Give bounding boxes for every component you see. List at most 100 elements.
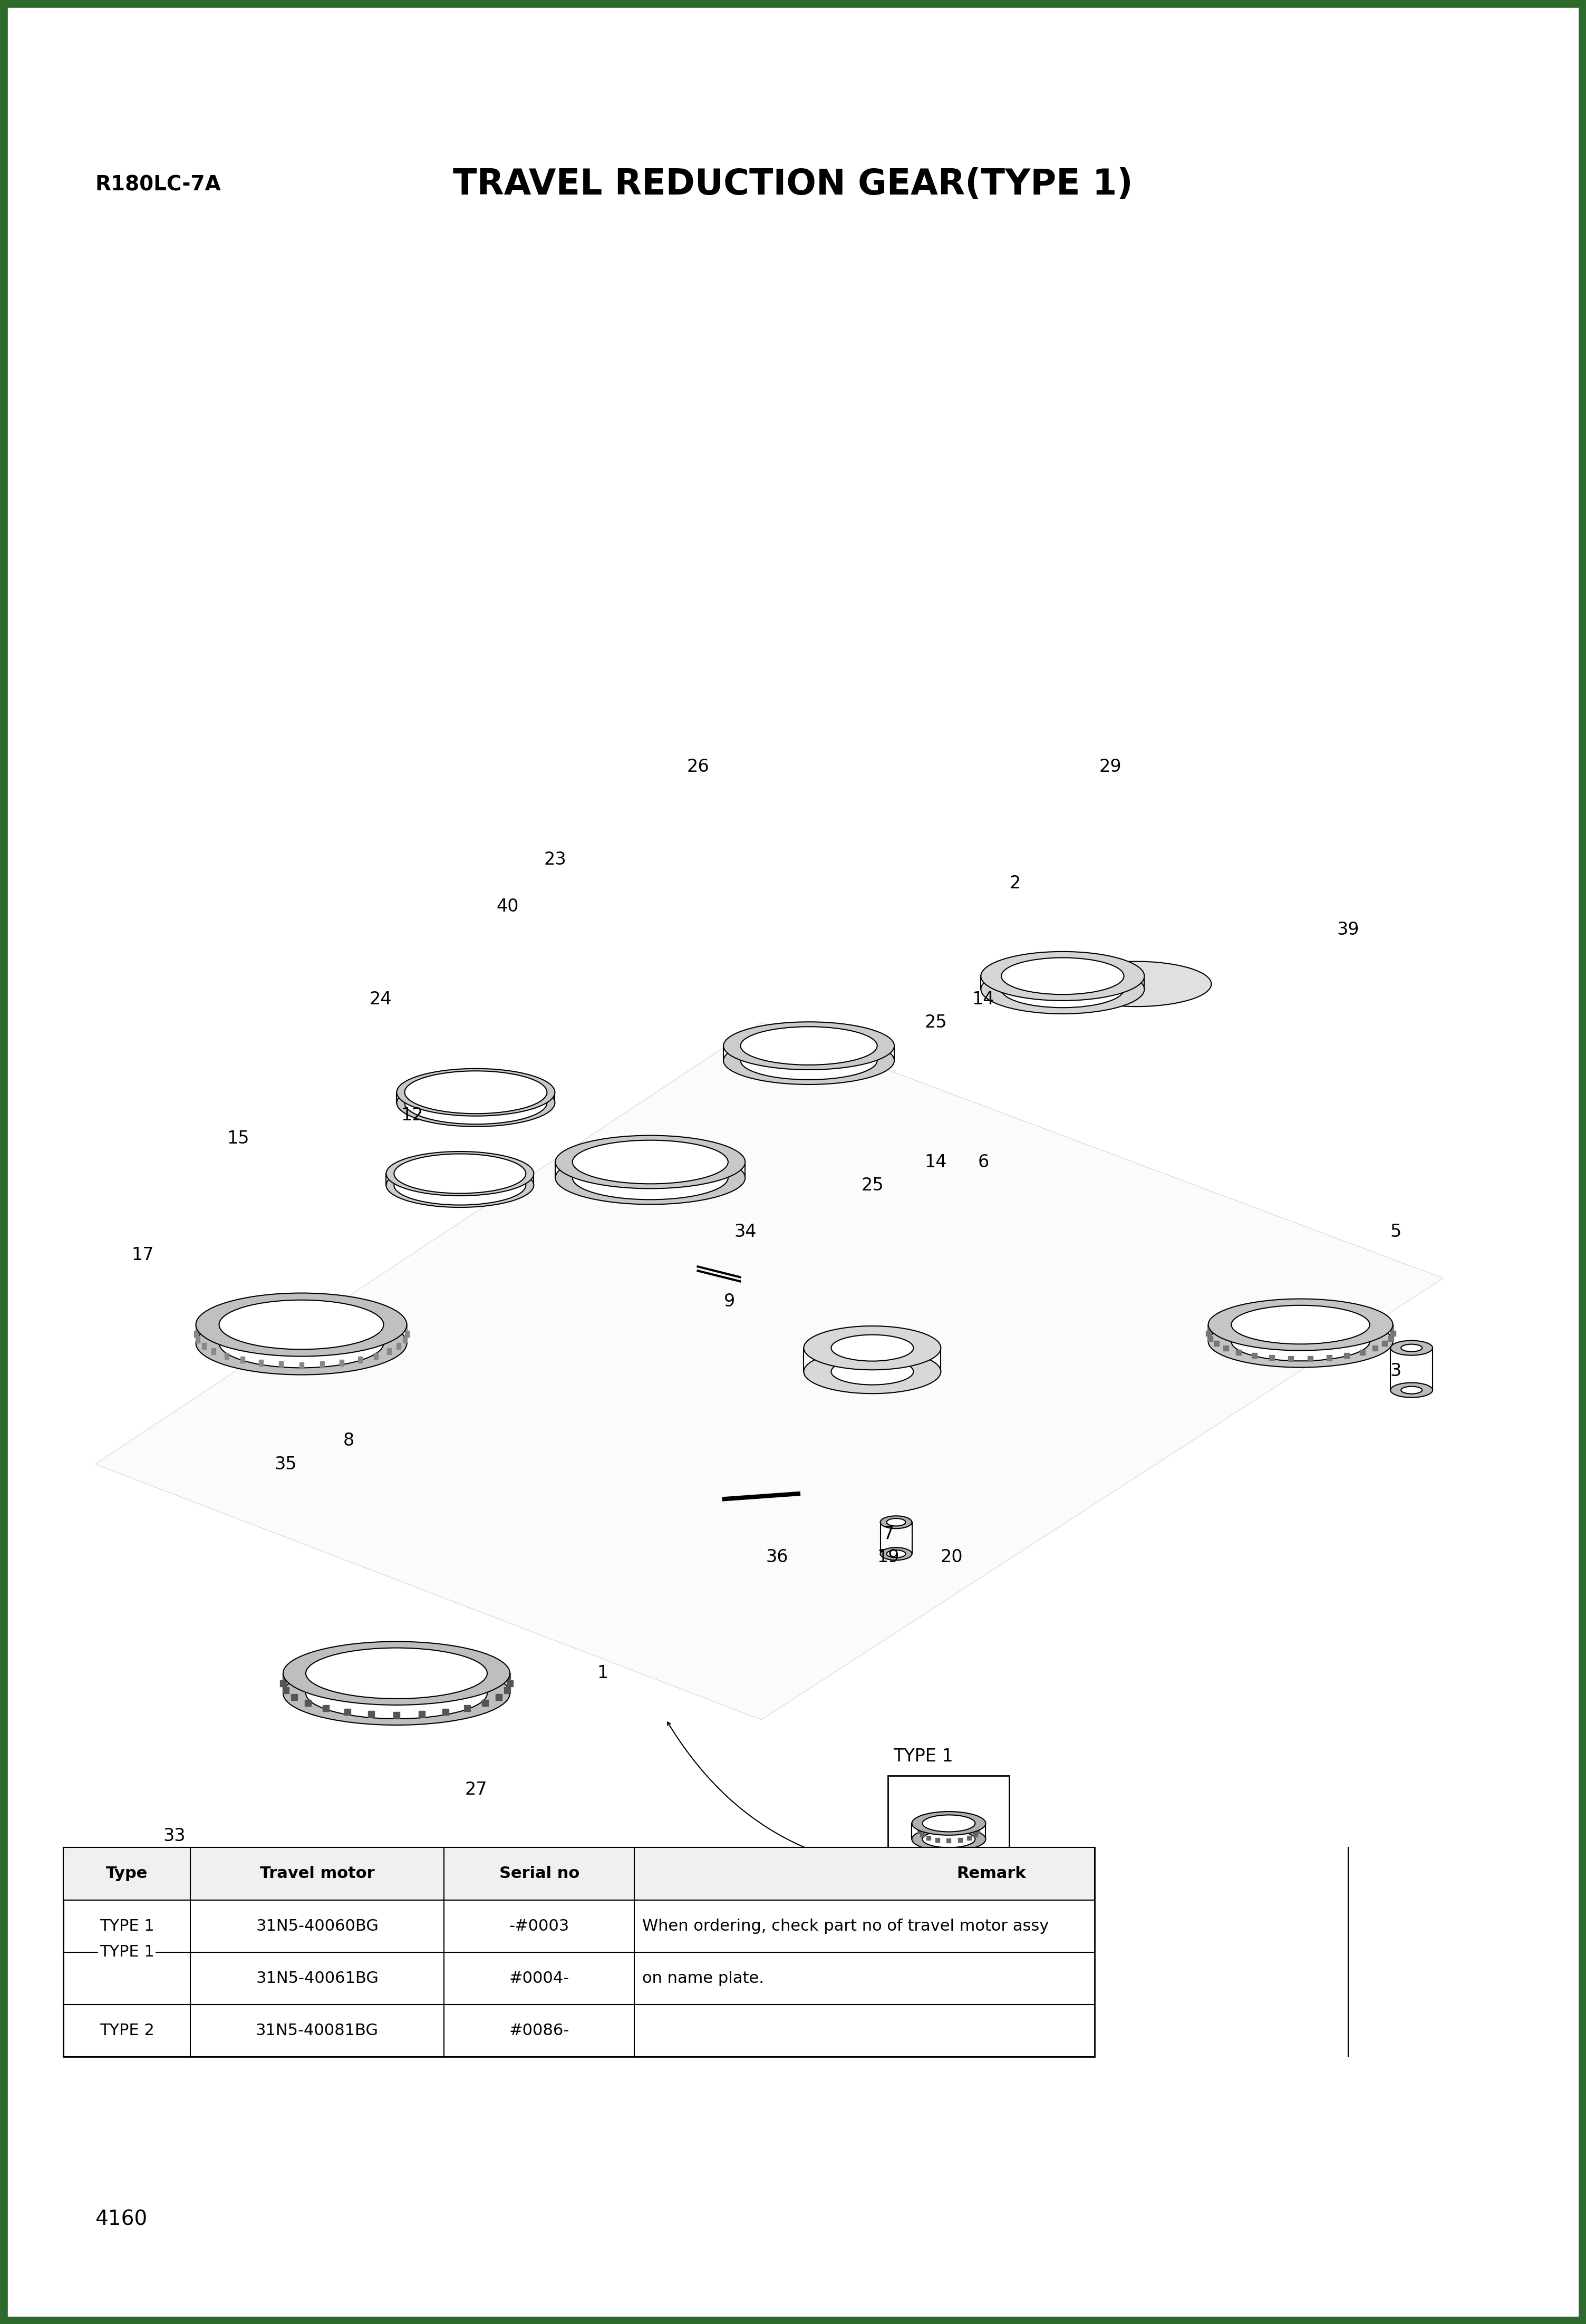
Bar	[213, 1943, 217, 1948]
Bar	[958, 1838, 963, 1843]
Ellipse shape	[573, 1155, 728, 1199]
Bar	[1391, 1329, 1396, 1336]
Bar	[1223, 1315, 1229, 1320]
Bar	[967, 1836, 971, 1841]
Bar	[251, 1920, 257, 1924]
Text: TYPE 2: TYPE 2	[100, 2022, 154, 2038]
Bar	[1343, 1308, 1350, 1313]
Bar	[419, 1650, 425, 1655]
Bar	[504, 1673, 511, 1680]
Ellipse shape	[923, 1815, 975, 1831]
Ellipse shape	[880, 1515, 912, 1529]
Bar	[201, 1318, 206, 1325]
Bar	[195, 1336, 200, 1343]
Ellipse shape	[284, 1662, 509, 1724]
Ellipse shape	[385, 1162, 534, 1208]
Ellipse shape	[887, 1518, 906, 1527]
Bar	[1223, 1346, 1229, 1350]
Bar	[63, 1848, 1094, 2057]
Bar	[504, 1687, 511, 1694]
Ellipse shape	[923, 1831, 975, 1848]
Bar	[947, 1820, 952, 1824]
Bar	[203, 1934, 209, 1938]
Text: -#0003: -#0003	[509, 1917, 569, 1934]
Bar	[374, 1353, 377, 1360]
Text: Serial no: Serial no	[500, 1866, 579, 1882]
Bar	[297, 1938, 301, 1943]
Text: 26: 26	[687, 758, 709, 776]
Text: 17: 17	[132, 1246, 154, 1264]
Bar	[936, 1838, 940, 1843]
Ellipse shape	[1391, 1341, 1432, 1355]
Ellipse shape	[912, 1827, 986, 1850]
Text: 7: 7	[882, 1525, 895, 1543]
Bar	[920, 1834, 925, 1836]
Ellipse shape	[1209, 1299, 1393, 1350]
Text: Travel motor: Travel motor	[260, 1866, 374, 1882]
Text: R180LC-7A: R180LC-7A	[95, 174, 220, 195]
Text: 19: 19	[877, 1548, 899, 1566]
Ellipse shape	[980, 951, 1145, 1002]
Bar	[193, 1329, 198, 1336]
Bar	[1269, 1355, 1275, 1360]
Bar	[339, 1301, 344, 1308]
Text: 4: 4	[406, 1850, 419, 1868]
Bar	[974, 1834, 977, 1836]
Ellipse shape	[396, 1069, 555, 1116]
Text: 14: 14	[925, 1153, 947, 1171]
Bar	[368, 1710, 374, 1717]
Text: 14: 14	[972, 990, 994, 1009]
Text: 31N5-40061BG: 31N5-40061BG	[255, 1971, 379, 1987]
Bar	[281, 1680, 287, 1687]
Bar	[1359, 1311, 1366, 1318]
Bar	[241, 1304, 244, 1311]
Ellipse shape	[393, 1164, 527, 1204]
Bar	[1251, 1353, 1258, 1357]
Ellipse shape	[1231, 1322, 1370, 1362]
Ellipse shape	[396, 1078, 555, 1127]
Bar	[1307, 1357, 1313, 1362]
Bar	[387, 1348, 392, 1355]
Bar	[282, 1687, 289, 1694]
Bar	[297, 1929, 301, 1934]
Bar	[305, 1699, 311, 1706]
Bar	[211, 1313, 216, 1320]
Ellipse shape	[393, 1153, 527, 1195]
Ellipse shape	[197, 1311, 406, 1376]
Text: TYPE 2: TYPE 2	[100, 2022, 154, 2038]
Bar	[224, 1922, 228, 1927]
Bar	[322, 1706, 328, 1710]
Bar	[1388, 1325, 1394, 1329]
Bar	[368, 1650, 374, 1655]
Ellipse shape	[741, 1027, 877, 1064]
Bar	[290, 1924, 295, 1929]
Ellipse shape	[573, 1141, 728, 1183]
Ellipse shape	[1061, 962, 1212, 1006]
Text: TYPE 1: TYPE 1	[893, 1748, 953, 1766]
Bar	[211, 1348, 216, 1355]
Bar	[266, 1948, 271, 1954]
Text: 25: 25	[925, 1013, 947, 1032]
Ellipse shape	[219, 1299, 384, 1350]
Bar	[967, 1822, 971, 1827]
Text: 33: 33	[163, 1827, 186, 1845]
Ellipse shape	[804, 1350, 940, 1394]
Bar	[393, 1713, 400, 1717]
Bar	[279, 1922, 284, 1927]
Bar	[213, 1924, 217, 1929]
Ellipse shape	[887, 1550, 906, 1557]
Bar	[1207, 1336, 1213, 1341]
Bar	[419, 1710, 425, 1717]
Text: 30: 30	[243, 1966, 265, 1985]
Bar	[1388, 1336, 1394, 1341]
Bar	[298, 1934, 305, 1938]
Bar	[403, 1336, 408, 1343]
Bar	[358, 1304, 362, 1311]
Text: #0086-: #0086-	[509, 2022, 569, 2038]
Text: 40: 40	[496, 897, 519, 916]
Bar	[358, 1357, 362, 1364]
Bar	[236, 1948, 241, 1954]
Ellipse shape	[1001, 957, 1124, 995]
Bar	[920, 1827, 925, 1829]
Text: 36: 36	[766, 1548, 788, 1566]
